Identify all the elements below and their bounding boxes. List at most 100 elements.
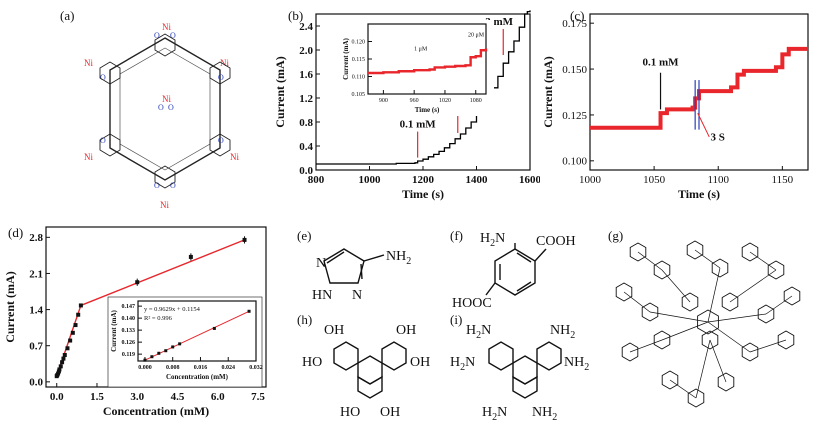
- svg-text:O: O: [100, 136, 106, 145]
- y-tick-label: 0.100: [562, 156, 587, 168]
- y-tick-label: 1.2: [299, 93, 313, 105]
- x-tick-label: 1200: [412, 174, 435, 186]
- x-axis-label: Concentration (mM): [166, 373, 229, 381]
- data-point: [188, 254, 193, 259]
- f-h2n: H2N: [480, 231, 505, 249]
- svg-text:O: O: [100, 73, 106, 82]
- galloyl-ring: [701, 330, 719, 350]
- y-axis-label: Current (mA): [3, 271, 17, 342]
- h-oh-3: OH: [410, 355, 430, 370]
- inset-equation: y = 0.9629x + 0.1154: [144, 306, 201, 313]
- galloyl-ring: [687, 388, 705, 408]
- x-tick-label: 1150: [772, 174, 794, 186]
- data-point: [61, 356, 66, 361]
- data-point: [65, 346, 70, 351]
- glucose-core: [697, 309, 719, 335]
- y-tick-label: 0.133: [122, 328, 136, 334]
- h-ho-1: HO: [302, 355, 322, 370]
- x-tick-label: 3.0: [130, 391, 144, 403]
- inset-fit: [144, 310, 250, 361]
- data-point: [62, 353, 67, 357]
- data-point: [73, 323, 78, 328]
- x-tick-label: 960: [410, 98, 419, 104]
- h-oh-4: OH: [380, 405, 400, 420]
- y-tick-label: 0.120: [352, 40, 366, 46]
- ester-bond: [749, 251, 777, 271]
- galloyl-ring: [711, 258, 729, 278]
- annotation-label: 3 S: [711, 132, 725, 144]
- galloyl-ring: [629, 242, 647, 262]
- ester-bond: [669, 379, 697, 399]
- h-oh-2: OH: [396, 323, 416, 338]
- x-axis-label: Time (s): [678, 187, 720, 201]
- chart-b: 800 1000 1200 1400 1600 0.0 0.4 0.8 1.2 1.6 2.0 2.4…: [273, 10, 540, 201]
- galloyl-ring: [741, 242, 759, 262]
- y-tick-label: 0.0: [299, 165, 313, 177]
- ni-atom-bottom: Ni: [160, 200, 169, 210]
- x-tick-label: 1600: [519, 174, 540, 186]
- ester-bond: [729, 269, 777, 303]
- galloyl-ring: [615, 282, 633, 302]
- inset-point: [212, 326, 216, 330]
- x-tick-label: 1400: [466, 174, 489, 186]
- y-tick-label: 0.126: [122, 340, 136, 346]
- ni-atom-tl: Ni: [84, 58, 93, 68]
- panel-d-label: (d): [8, 225, 24, 240]
- panel-i-hatp: H2N NH2 H2N NH2 H2N NH2: [450, 323, 589, 420]
- y-axis-label: Current (mA): [342, 38, 350, 80]
- y-tick-label: 0.119: [122, 352, 135, 358]
- data-point: [57, 367, 62, 372]
- ni-atom-tr: Ni: [220, 58, 229, 68]
- ester-bond: [707, 267, 721, 323]
- y-tick-label: 0.115: [352, 57, 365, 63]
- x-axis-label: Time (s): [402, 187, 444, 201]
- x-tick-label: 1.5: [90, 391, 104, 403]
- ester-bond: [709, 339, 727, 383]
- panel-a-label: (a): [60, 8, 75, 23]
- ni-atom-center: Ni: [162, 94, 171, 104]
- svg-text:O: O: [218, 73, 224, 82]
- i-h2n-1: H2N: [466, 323, 491, 341]
- h-oh-1: OH: [324, 323, 344, 338]
- x-tick-label: 0.0: [50, 391, 64, 403]
- e-n1: N: [316, 256, 326, 271]
- y-tick-label: 0.147: [122, 304, 136, 310]
- y-tick-label: 0.8: [299, 117, 313, 129]
- y-tick-label: 0.150: [562, 64, 587, 76]
- x-tick-label: 1000: [579, 174, 602, 186]
- svg-text:O: O: [154, 31, 160, 40]
- x-tick-label: 1100: [707, 174, 729, 186]
- x-tick-label: 6.0: [211, 391, 225, 403]
- y-tick-label: 0.105: [352, 92, 366, 98]
- inset-point: [157, 351, 161, 355]
- panel-g-tannic-acid: [615, 240, 801, 408]
- panel-i-label: (i): [450, 312, 463, 327]
- inset-annotation: 1 μM: [414, 46, 428, 52]
- galloyl-ring: [783, 286, 801, 306]
- ester-bond: [707, 313, 767, 323]
- galloyl-ring: [681, 292, 699, 312]
- galloyl-ring: [641, 302, 659, 322]
- x-tick-label: 1050: [643, 174, 666, 186]
- panel-e-label: (e): [297, 228, 312, 243]
- data-point: [56, 369, 61, 374]
- series-line: [590, 46, 808, 130]
- x-tick-label: 0.032: [249, 365, 263, 371]
- x-tick-label: 0.016: [194, 365, 208, 371]
- ni-atom-top: Ni: [162, 22, 171, 32]
- y-tick-label: 1.6: [299, 69, 313, 81]
- svg-text:O: O: [170, 31, 176, 40]
- i-nh2-1: NH2: [550, 323, 575, 341]
- galloyl-ring: [741, 342, 759, 362]
- e-hn: HN: [312, 288, 332, 303]
- triphenylene-units: [99, 33, 231, 189]
- inset-point: [247, 309, 251, 313]
- inset-bg: [342, 20, 494, 116]
- chart-c: 1000 1050 1100 1150 0.100 0.125 0.150 0.175 Time…: [541, 13, 809, 201]
- inset-annotation: 20 μM: [468, 32, 485, 38]
- y-tick-label: 2.0: [299, 45, 313, 57]
- panel-h-hhtp: OH OH HO OH HO OH: [302, 323, 430, 420]
- ester-bond: [694, 249, 721, 269]
- galloyl-ring: [621, 342, 639, 362]
- plot-frame: [589, 13, 809, 171]
